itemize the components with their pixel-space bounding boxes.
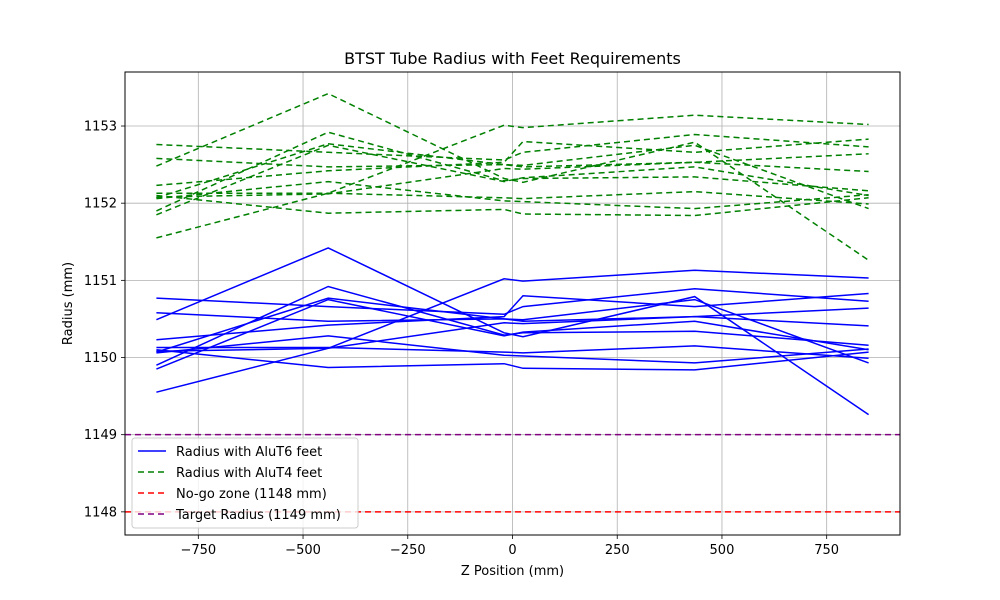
x-tick-label: 0 — [508, 543, 516, 558]
x-axis-ticks: −750 −500 −250 0 250 500 750 — [180, 535, 839, 558]
legend-label-no-go: No-go zone (1148 mm) — [176, 487, 327, 502]
x-tick-label: 250 — [605, 543, 630, 558]
series-line-g0-s11 — [156, 315, 869, 353]
y-tick-label: 1153 — [84, 120, 117, 135]
legend-label-alut4: Radius with AluT4 feet — [176, 466, 322, 481]
chart-title: BTST Tube Radius with Feet Requirements — [344, 49, 681, 68]
series-line-g0-s6 — [156, 307, 869, 322]
series-line-g0-s0 — [156, 269, 869, 393]
series-line-g1-s11 — [156, 161, 869, 198]
series-line-g0-s8 — [156, 335, 869, 364]
legend-label-target: Target Radius (1149 mm) — [175, 508, 341, 523]
series-line-g1-s10 — [156, 190, 869, 205]
x-tick-label: −250 — [390, 543, 426, 558]
legend: Radius with AluT6 feet Radius with AluT4… — [131, 437, 359, 529]
series-line-g1-s8 — [156, 180, 869, 210]
y-tick-label: 1148 — [84, 505, 117, 520]
series-line-g1-s5 — [156, 138, 869, 187]
legend-label-alut6: Radius with AluT6 feet — [176, 445, 322, 460]
series-lines — [156, 92, 870, 416]
series-line-g1-s0 — [156, 114, 869, 239]
y-axis-label: Radius (mm) — [61, 262, 76, 345]
y-axis-ticks: 1148 1149 1150 1151 1152 1153 — [84, 120, 125, 520]
y-tick-label: 1150 — [84, 351, 117, 366]
series-line-g1-s6 — [156, 153, 869, 168]
x-tick-label: 500 — [710, 543, 735, 558]
x-tick-label: −750 — [180, 543, 216, 558]
reference-lines — [125, 433, 900, 513]
legend-box — [131, 437, 359, 529]
x-tick-label: −500 — [285, 543, 321, 558]
y-tick-label: 1149 — [84, 428, 117, 443]
series-line-g0-s5 — [156, 292, 869, 341]
series-line-g1-s7 — [156, 133, 869, 161]
x-axis-label: Z Position (mm) — [461, 564, 564, 579]
x-tick-label: 750 — [814, 543, 839, 558]
series-line-g1-s9 — [156, 194, 869, 217]
y-tick-label: 1152 — [84, 197, 117, 212]
series-line-g0-s7 — [156, 288, 869, 316]
series-line-g0-s3 — [156, 285, 869, 366]
series-line-g0-s9 — [156, 349, 869, 371]
series-line-g1-s3 — [156, 131, 869, 212]
series-line-g1-s4 — [156, 143, 869, 210]
y-tick-label: 1151 — [84, 274, 117, 289]
series-line-g0-s10 — [156, 345, 869, 360]
